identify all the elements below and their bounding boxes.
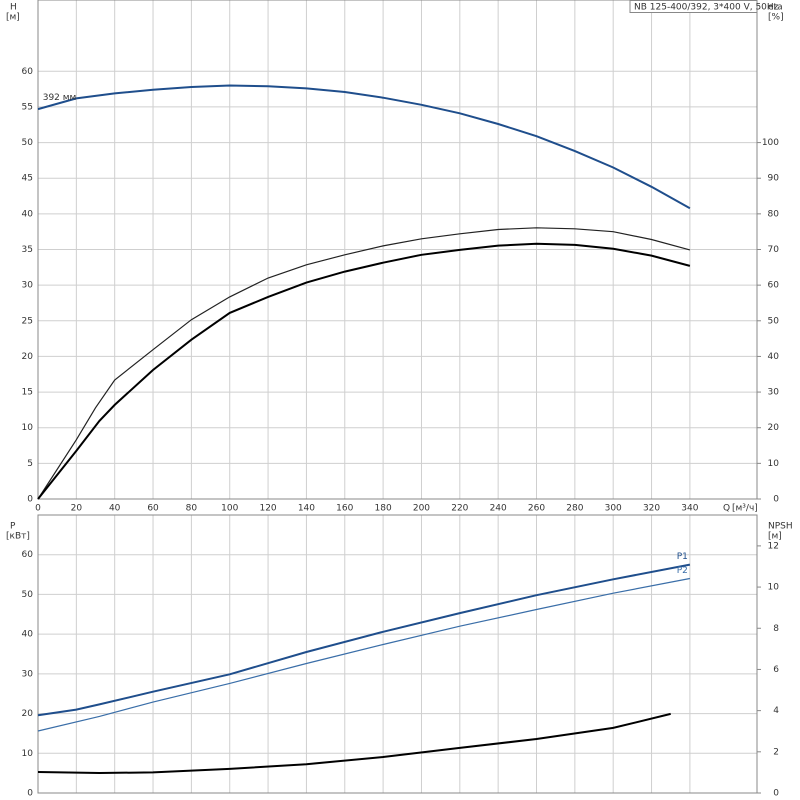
y-tick-label: 0 <box>27 495 33 505</box>
y-tick-label: 50 <box>22 590 34 600</box>
x-tick-label: 200 <box>413 504 430 514</box>
y-tick-label: 25 <box>22 316 33 326</box>
y-tick-label: 30 <box>22 669 34 679</box>
y-axis-unit: [кВт] <box>6 532 30 542</box>
curve <box>37 577 691 732</box>
plot-frame <box>37 0 758 500</box>
y2-tick-label: 10 <box>768 459 780 469</box>
y-tick-label: 45 <box>22 174 33 184</box>
y-axis-label: H <box>10 3 17 13</box>
y-tick-label: 20 <box>22 709 34 719</box>
series-label: 392 мм <box>43 93 77 103</box>
y-tick-label: 5 <box>27 459 33 469</box>
plot-frame <box>37 514 758 794</box>
curve <box>37 242 691 500</box>
chart-power-npsh: 0 10 20 30 40 50 60 0 2 4 6 8 10 12 P[кВт] NPSH[м] P1 P2 <box>6 514 793 799</box>
y2-axis-label: NPSH <box>768 522 793 532</box>
y-tick-label: 60 <box>22 67 34 77</box>
series-label: P2 <box>677 566 688 576</box>
y2-axis-unit: [%] <box>768 13 784 23</box>
x-tick-label: 20 <box>71 504 83 514</box>
curve <box>37 563 691 717</box>
y-tick-label: 40 <box>22 209 34 219</box>
x-tick-label: 140 <box>298 504 315 514</box>
y2-tick-label: 80 <box>768 209 780 219</box>
chart-title: NB 125-400/392, 3*400 V, 50Hz <box>634 3 779 13</box>
y2-tick-label: 0 <box>773 495 779 505</box>
title-box <box>629 0 758 13</box>
y-tick-label: 60 <box>22 550 34 560</box>
y-tick-label: 10 <box>22 423 34 433</box>
y-tick-label: 10 <box>22 749 34 759</box>
y2-tick-label: 100 <box>762 138 779 148</box>
curve <box>37 227 691 500</box>
y-tick-label: 55 <box>22 102 33 112</box>
x-tick-label: 260 <box>528 504 545 514</box>
x-tick-label: 180 <box>375 504 392 514</box>
x-tick-label: 280 <box>566 504 583 514</box>
y-tick-label: 35 <box>22 245 33 255</box>
y-tick-label: 15 <box>22 388 33 398</box>
curve <box>37 712 671 775</box>
y2-tick-label: 60 <box>768 281 780 291</box>
x-tick-label: 240 <box>490 504 507 514</box>
y2-tick-label: 6 <box>773 665 779 675</box>
y2-tick-label: 90 <box>768 174 780 184</box>
y2-tick-label: 40 <box>768 352 780 362</box>
y2-tick-label: 12 <box>768 541 779 551</box>
series-label: P1 <box>677 552 688 562</box>
y-tick-label: 20 <box>22 352 34 362</box>
x-axis-unit: [м³/ч] <box>732 504 758 514</box>
x-tick-label: 320 <box>643 504 660 514</box>
y2-tick-label: 30 <box>768 388 780 398</box>
y2-tick-label: 10 <box>768 583 780 593</box>
y2-tick-label: 4 <box>773 706 779 716</box>
x-tick-label: 220 <box>451 504 468 514</box>
y2-axis-label: eta <box>768 3 783 13</box>
x-tick-label: 60 <box>147 504 159 514</box>
x-tick-label: 100 <box>221 504 238 514</box>
y2-tick-label: 0 <box>773 789 779 799</box>
chart-head-efficiency: 0 20 40 60 80 100 120 140 160 180 200 220 240 260 280 3… <box>6 0 784 514</box>
x-tick-label: 340 <box>681 504 698 514</box>
y2-tick-label: 70 <box>768 245 780 255</box>
x-tick-label: 80 <box>186 504 198 514</box>
x-tick-label: 160 <box>336 504 353 514</box>
y-tick-label: 50 <box>22 138 34 148</box>
x-tick-label: 0 <box>35 504 41 514</box>
curve <box>37 84 691 210</box>
x-axis-label: Q <box>723 504 730 514</box>
y2-axis-unit: [м] <box>768 532 782 542</box>
x-tick-label: 300 <box>605 504 622 514</box>
y-axis-unit: [м] <box>6 13 20 23</box>
y2-tick-label: 50 <box>768 316 780 326</box>
y2-tick-label: 20 <box>768 423 780 433</box>
y-tick-label: 30 <box>22 281 34 291</box>
y2-tick-label: 8 <box>773 624 779 634</box>
y2-tick-label: 2 <box>773 747 779 757</box>
y-axis-label: P <box>10 522 16 532</box>
y-tick-label: 0 <box>27 789 33 799</box>
x-tick-label: 40 <box>109 504 121 514</box>
x-tick-label: 120 <box>259 504 276 514</box>
y-tick-label: 40 <box>22 630 34 640</box>
